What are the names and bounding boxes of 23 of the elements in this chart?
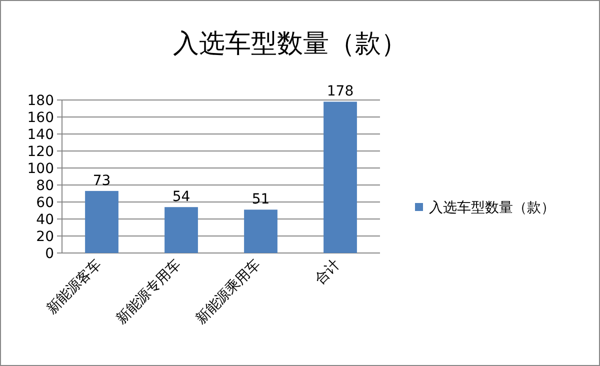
y-tick-label: 180 xyxy=(27,93,54,109)
bar xyxy=(244,210,278,253)
y-tick-label: 120 xyxy=(27,144,54,160)
y-tick-label: 160 xyxy=(27,110,54,126)
x-tick-label: 合计 xyxy=(312,256,344,288)
x-tick-label: 新能源乘用车 xyxy=(192,256,264,328)
chart-title: 入选车型数量（款） xyxy=(173,29,407,59)
data-label: 73 xyxy=(92,172,111,189)
data-label: 54 xyxy=(172,189,190,206)
y-tick-label: 0 xyxy=(45,246,54,262)
bar xyxy=(324,102,357,253)
y-tick-label: 40 xyxy=(36,212,54,228)
data-label: 178 xyxy=(326,84,354,100)
legend-label: 入选车型数量（款） xyxy=(429,200,555,216)
y-tick-label: 140 xyxy=(27,127,54,143)
x-tick-label: 新能源专用车 xyxy=(113,256,184,328)
data-label: 51 xyxy=(252,192,270,208)
y-tick-label: 80 xyxy=(36,178,54,194)
bar xyxy=(85,190,118,253)
bar xyxy=(164,207,198,253)
y-tick-label: 100 xyxy=(27,161,54,177)
y-tick-label: 60 xyxy=(36,195,54,211)
y-tick-label: 20 xyxy=(36,229,54,245)
